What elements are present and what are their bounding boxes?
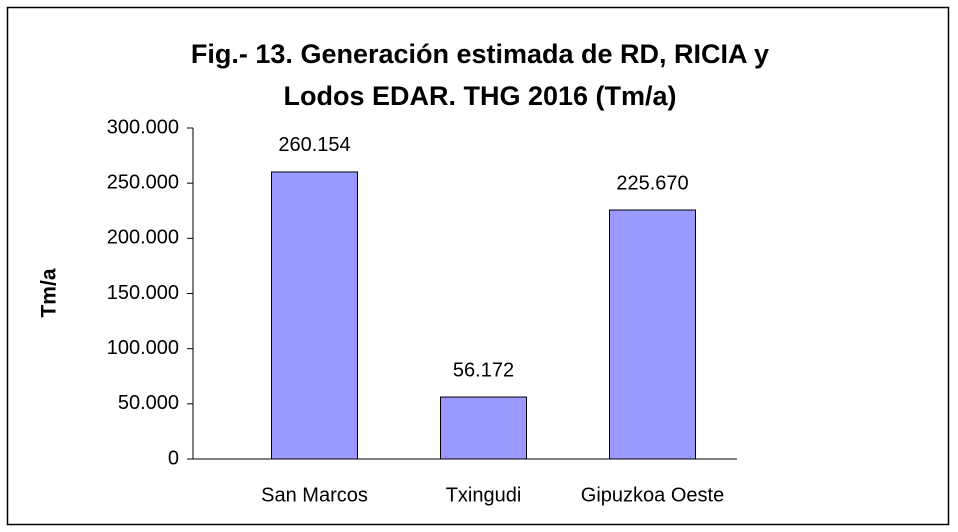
bar xyxy=(609,209,696,460)
chart-title: Fig.- 13. Generación estimada de RD, RIC… xyxy=(191,39,769,69)
y-tick-label: 50.000 xyxy=(118,392,179,414)
y-tick-label: 200.000 xyxy=(107,227,179,249)
y-axis-label: Tm/a xyxy=(38,268,61,317)
x-tick-label: Txingudi xyxy=(446,484,522,506)
x-tick-label: San Marcos xyxy=(261,484,368,506)
x-tick-label: Gipuzkoa Oeste xyxy=(581,484,724,506)
y-tick-label: 0 xyxy=(168,447,179,469)
chart-title: Lodos EDAR. THG 2016 (Tm/a) xyxy=(283,81,676,111)
y-tick-label: 150.000 xyxy=(107,282,179,304)
value-label: 225.670 xyxy=(616,172,688,194)
y-tick-label: 100.000 xyxy=(107,337,179,359)
bar xyxy=(271,171,358,460)
value-label: 56.172 xyxy=(453,359,514,381)
bar xyxy=(440,396,527,460)
value-label: 260.154 xyxy=(278,134,350,156)
y-tick-label: 300.000 xyxy=(107,116,179,138)
y-tick-label: 250.000 xyxy=(107,171,179,193)
